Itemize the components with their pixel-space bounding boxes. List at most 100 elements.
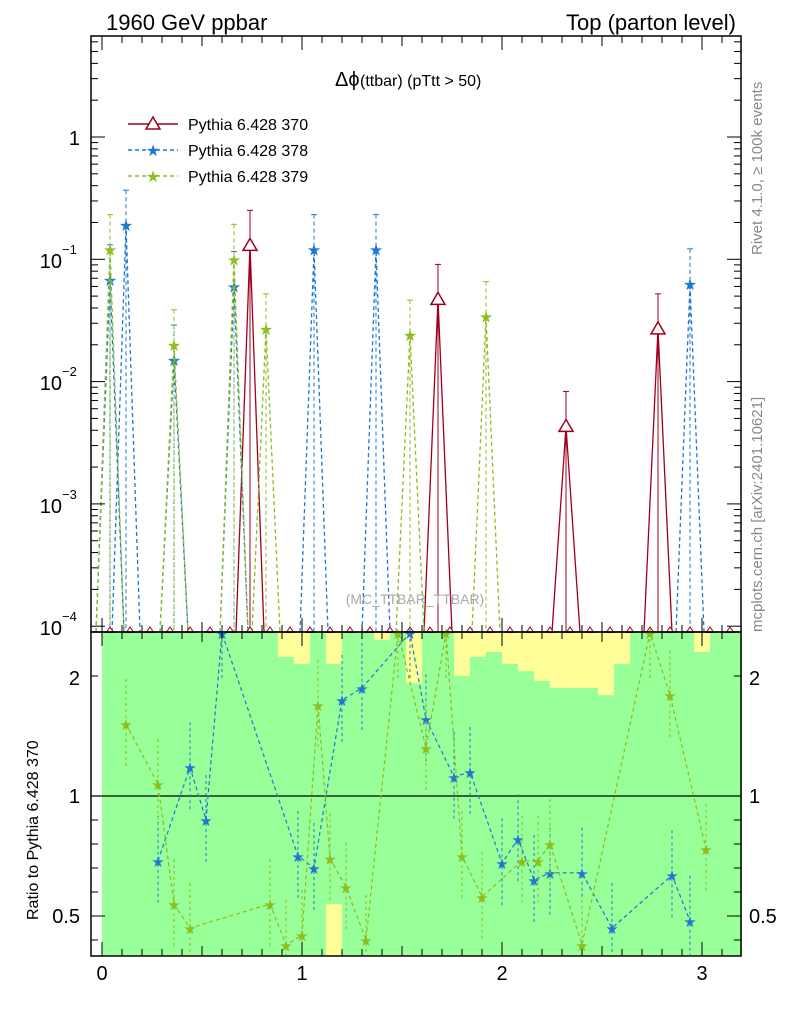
- ratio-data-point: ★: [339, 880, 352, 897]
- green-band-bin: [374, 640, 391, 955]
- legend-entry-379: ★ Pythia 6.428 379: [128, 169, 308, 186]
- ytick-label-exp-3: −3: [62, 487, 77, 502]
- ratio-data-point: ★: [455, 849, 468, 866]
- analysis-watermark: (MC_TTBAR_TTBAR): [346, 591, 484, 607]
- ratio-data-point: ★: [151, 854, 164, 871]
- green-band-bin: [230, 633, 247, 955]
- ratio-data-point: ★: [279, 938, 292, 955]
- main-axis-ticks: [91, 36, 741, 632]
- data-point: [557, 417, 575, 433]
- ratio-ytick-label-2-right: 2: [749, 668, 760, 690]
- ratio-data-point: ★: [199, 813, 212, 830]
- ratio-data-point: ★: [475, 890, 488, 907]
- triangle-marker-icon: [144, 115, 162, 130]
- ratio-data-point: ★: [683, 914, 696, 931]
- ratio-ytick-label-2: 2: [69, 668, 80, 690]
- ratio-data-point: ★: [543, 866, 556, 883]
- legend-label-379: Pythia 6.428 379: [188, 169, 308, 186]
- green-band-bin: [534, 680, 551, 955]
- green-band-bin: [406, 683, 423, 955]
- green-band-bin: [214, 633, 231, 955]
- data-point: [241, 236, 259, 252]
- ratio-ytick-label-05-right: 0.5: [749, 906, 777, 928]
- ratio-data-point: ★: [495, 856, 508, 873]
- ratio-data-point: ★: [419, 712, 432, 729]
- green-band-bin: [694, 652, 711, 955]
- ratio-data-point: ★: [665, 868, 678, 885]
- ytick-label-base-4: 10: [40, 618, 62, 640]
- ytick-label-exp-2: −2: [62, 364, 77, 379]
- ratio-data-point: ★: [263, 897, 276, 914]
- green-band-bin: [486, 652, 503, 955]
- green-band-bin: [102, 633, 119, 955]
- main-panel: ★★★★★ ★★★★★★ ★★ 1 10 −1 10 −2 10 −3 10 −4 …: [40, 35, 742, 640]
- ratio-series-line: [157, 631, 691, 929]
- green-band-bin: [646, 633, 663, 955]
- green-band-bin: [582, 688, 599, 955]
- green-band-bin: [358, 633, 375, 955]
- ratio-data-point: ★: [291, 849, 304, 866]
- ratio-data-point: ★: [419, 741, 432, 758]
- xtick-label-0: 0: [96, 963, 107, 985]
- ratio-panel: ★★★★★★★★★★★ ★★★★ ★ ★★★★★★★★★★★★★★★★★★★★★ ★★★…: [25, 626, 777, 985]
- data-point: ★: [479, 310, 493, 327]
- ratio-data-point: ★: [531, 854, 544, 871]
- data-point: ★: [683, 277, 697, 294]
- green-band-bin: [134, 633, 151, 955]
- ratio-data-point: ★: [439, 626, 452, 643]
- ratio-data-point: ★: [663, 688, 676, 705]
- ratio-frame: [90, 631, 742, 957]
- ratio-data-point: ★: [575, 866, 588, 883]
- series-line: [395, 335, 425, 633]
- green-band-bin: [310, 633, 327, 955]
- ratio-data-point: ★: [323, 851, 336, 868]
- legend-entry-378: ★ Pythia 6.428 378: [128, 143, 308, 160]
- ytick-label-base-3: 10: [40, 496, 62, 518]
- star-marker-icon: ★: [146, 169, 160, 186]
- green-band-bin: [182, 633, 199, 955]
- xtick-label-1: 1: [296, 963, 307, 985]
- ratio-data-point: ★: [119, 717, 132, 734]
- green-band-bin: [598, 695, 615, 955]
- ratio-data-point: ★: [643, 626, 656, 643]
- data-point: ★: [103, 243, 117, 260]
- ratio-series-line: [125, 630, 707, 948]
- legend-entry-370: Pythia 6.428 370: [128, 115, 308, 134]
- series-line: [95, 249, 125, 633]
- green-band-bin: [566, 688, 583, 955]
- green-band-bin: [678, 633, 695, 955]
- ratio-data-point: ★: [403, 626, 416, 643]
- green-band-bin: [614, 664, 631, 955]
- ratio-data-point: ★: [307, 861, 320, 878]
- mcplots-reference-label: mcplots.cern.ch [arXiv:2401.10621]: [749, 397, 766, 632]
- legend-label-370: Pythia 6.428 370: [188, 117, 308, 134]
- ratio-data-point: ★: [543, 837, 556, 854]
- rivet-version-label: Rivet 4.1.0, ≥ 100k events: [749, 82, 766, 255]
- ratio-data-point: ★: [167, 897, 180, 914]
- ytick-label-1: 1: [69, 128, 80, 150]
- chart-title-symbol: Δϕ: [335, 69, 360, 91]
- xtick-label-3: 3: [696, 963, 707, 985]
- ytick-label-exp-4: −4: [62, 609, 77, 624]
- data-point: [649, 320, 667, 335]
- green-band-bin: [454, 676, 471, 955]
- series-line: [471, 316, 501, 633]
- data-point: ★: [369, 243, 383, 260]
- green-band-bin: [470, 656, 487, 955]
- data-point: ★: [167, 338, 181, 355]
- green-band-bin: [726, 633, 743, 955]
- ratio-data-point: ★: [183, 760, 196, 777]
- star-marker-icon: ★: [146, 143, 160, 160]
- ratio-y-axis-label: Ratio to Pythia 6.428 370: [25, 740, 42, 920]
- ratio-data-point: ★: [463, 765, 476, 782]
- ytick-label-base-1: 10: [40, 251, 62, 273]
- ratio-axis-ticks: [91, 632, 741, 956]
- ratio-data-point: ★: [391, 626, 404, 643]
- ytick-label-base-2: 10: [40, 373, 62, 395]
- ratio-ytick-label-1: 1: [69, 786, 80, 808]
- legend-label-378: Pythia 6.428 378: [188, 143, 308, 160]
- ratio-data-point: ★: [511, 832, 524, 849]
- series-line: [361, 249, 391, 633]
- ratio-data-point: ★: [295, 928, 308, 945]
- legend: Pythia 6.428 370 ★ Pythia 6.428 378 ★ Py…: [128, 115, 308, 186]
